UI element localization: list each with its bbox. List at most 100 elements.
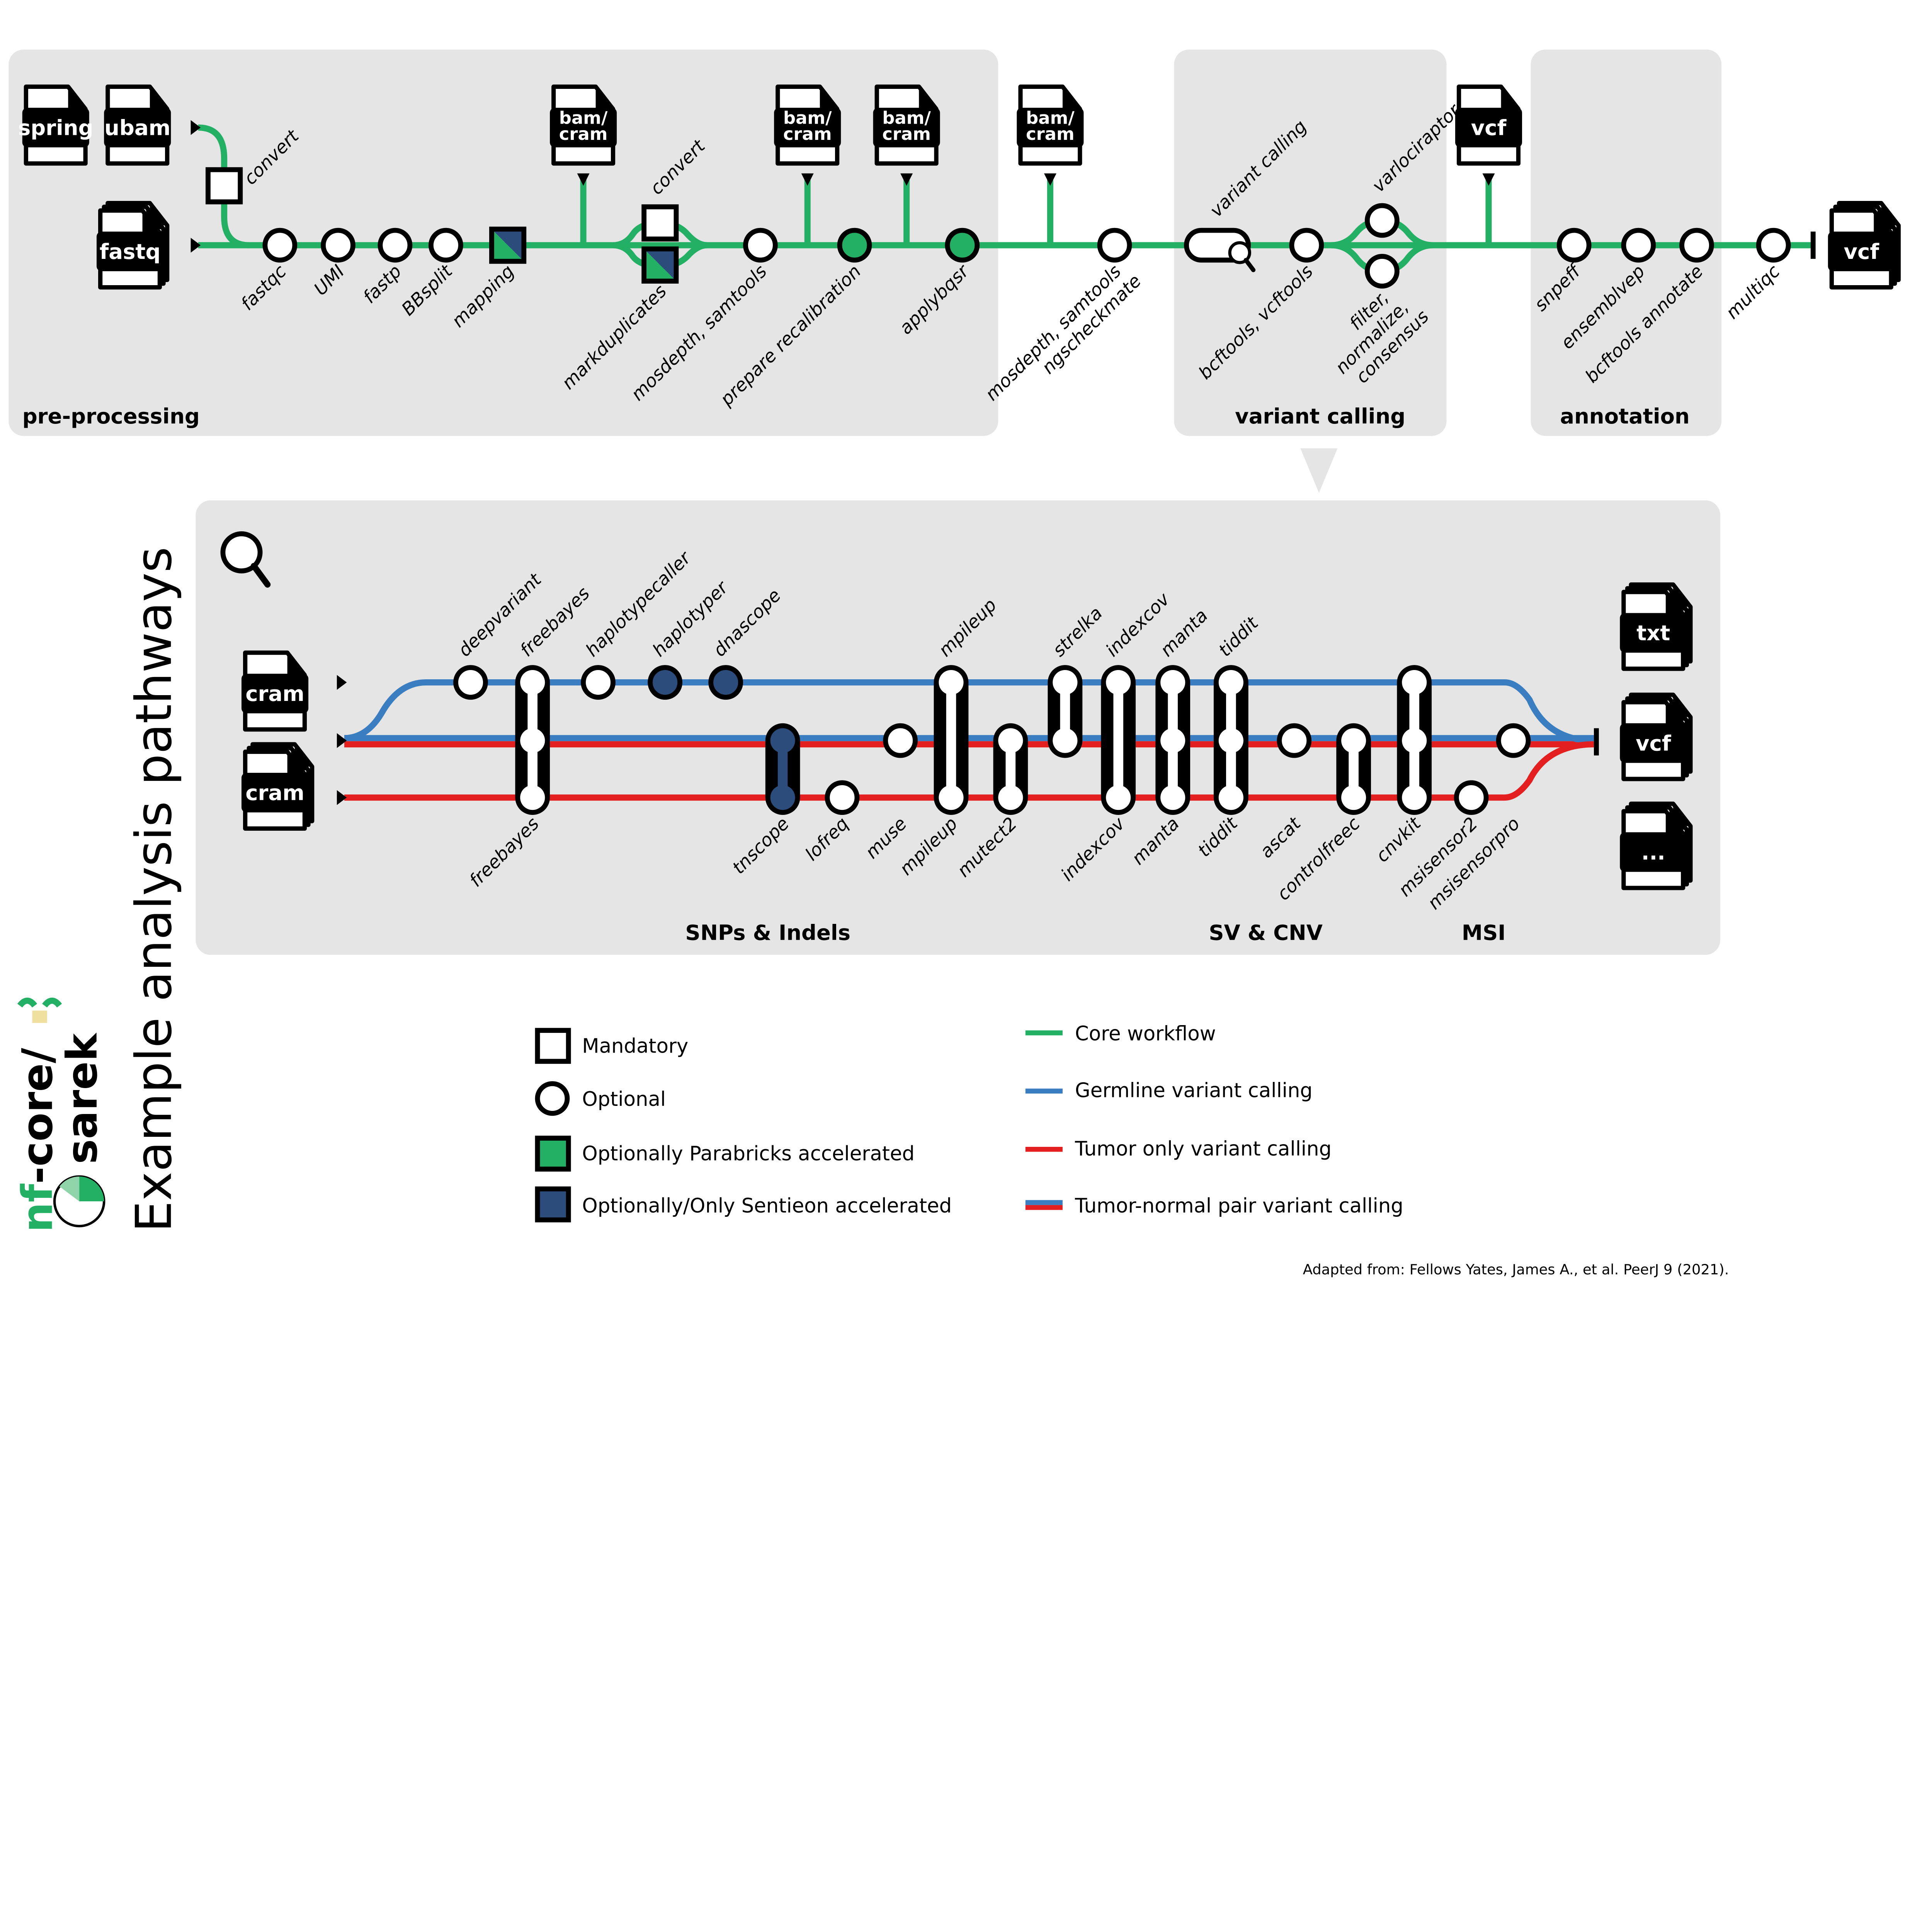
- step-variant-calling: [1184, 228, 1256, 272]
- file-label-band: [1828, 231, 1895, 271]
- sarek-subway-map: pre-processing variant calling annotatio…: [9, 49, 1901, 1278]
- file-label-line: cram: [1026, 124, 1075, 144]
- step-label-line: multiqc: [1722, 261, 1784, 323]
- tool-station: [825, 780, 860, 815]
- station-stop: [1341, 785, 1366, 810]
- station-stop: [939, 785, 964, 810]
- multi-lane-station: [1155, 665, 1190, 815]
- section-snps-indels: SNPs & Indels: [685, 920, 850, 945]
- output-file-icon: vcf: [1455, 84, 1522, 166]
- line-start-marker: [1482, 173, 1495, 186]
- station-stop: [1218, 670, 1243, 695]
- file-label: spring: [18, 115, 94, 140]
- node-border: [641, 246, 679, 284]
- file-label-band: [1455, 107, 1522, 148]
- station-stop: [1402, 728, 1427, 753]
- file-label-band: [97, 231, 164, 271]
- tool-station: [1496, 723, 1531, 758]
- file-label-line: vcf: [1844, 239, 1880, 264]
- file-label-band: [22, 107, 89, 148]
- citation: Adapted from: Fellows Yates, James A., e…: [1303, 1261, 1729, 1278]
- line-start-marker: [577, 173, 590, 186]
- station-stop: [1053, 670, 1078, 695]
- final-vcf-file-icon: vcf: [1828, 201, 1901, 290]
- vcf-output-file-icon: vcf: [1620, 692, 1693, 781]
- step-ensemblvep: [1621, 228, 1656, 263]
- file-label: bam/cram: [783, 108, 832, 145]
- file-fold-icon: [1665, 592, 1683, 614]
- legend-mandatory: Mandatory: [582, 1034, 688, 1058]
- step-applybqsr: [945, 228, 980, 263]
- station-stop: [1218, 728, 1243, 753]
- output-file-icon: bam/cram: [873, 84, 940, 166]
- legend-parabricks: Optionally Parabricks accelerated: [582, 1142, 915, 1165]
- fastq-file-icon: fastq: [97, 201, 170, 290]
- legend-sentieon: Optionally/Only Sentieon accelerated: [582, 1194, 952, 1218]
- magnifier-icon: [1228, 241, 1251, 264]
- step-varlociraptor: [1365, 203, 1400, 238]
- file-fold-icon: [595, 87, 613, 109]
- tool-station: [648, 665, 683, 700]
- file-label-line: vcf: [1636, 731, 1672, 755]
- station-stop: [1160, 728, 1185, 753]
- station-stop: [939, 670, 964, 695]
- legend-sentieon-icon: [535, 1186, 571, 1223]
- station-stop: [770, 728, 795, 753]
- file-label-line: txt: [1636, 621, 1670, 645]
- line-end-marker: [1810, 231, 1816, 259]
- legend-optional-icon: [535, 1081, 570, 1116]
- step-bcftools-annotate: [1679, 228, 1714, 263]
- step-mosdepth-samtools-ngscheckmate: [1097, 228, 1132, 263]
- step-umi: [321, 228, 355, 263]
- station-stop: [1106, 785, 1131, 810]
- file-label-line: cram: [882, 124, 931, 144]
- step-markduplicates: [641, 246, 679, 284]
- tool-station: [1277, 723, 1312, 758]
- line-start-marker: [190, 120, 201, 135]
- station-stop: [520, 670, 545, 695]
- file-label-line: cram: [245, 781, 304, 805]
- file-fold-icon: [150, 87, 167, 109]
- magnifier-handle-icon: [251, 563, 271, 588]
- file-label: cram: [245, 781, 304, 805]
- step-mosdepth-samtools: [743, 228, 778, 263]
- file-label-band: [1620, 832, 1687, 872]
- legend-tumor-only: Tumor only variant calling: [1075, 1137, 1332, 1160]
- file-label-line: cram: [559, 124, 608, 144]
- magnifier-icon: [220, 531, 263, 573]
- line-start-marker: [900, 173, 913, 186]
- file-label: ubam: [104, 115, 170, 140]
- file-label-band: [873, 107, 940, 148]
- file-label-line: vcf: [1471, 115, 1507, 140]
- txt-output-file-icon: txt: [1620, 582, 1693, 671]
- ubam-file-icon: ubam: [104, 84, 171, 166]
- station-stop: [1053, 728, 1078, 753]
- file-label: bam/cram: [882, 108, 931, 145]
- section-annotation: annotation: [1560, 404, 1689, 429]
- legend-core: Core workflow: [1075, 1022, 1216, 1045]
- file-label-band: [550, 107, 617, 148]
- nf-core-sarek-logo: nf-core/ sarek: [13, 997, 107, 1232]
- station-stop: [1160, 785, 1185, 810]
- station-stop: [520, 785, 545, 810]
- section-sv-cnv: SV & CNV: [1209, 920, 1323, 945]
- label-mosdepth-samtools-ngscheckmate: mosdepth, samtoolsngscheckmate: [981, 255, 1145, 420]
- output-file-icon: bam/cram: [1017, 84, 1084, 166]
- tumor-only-line: [344, 741, 1592, 801]
- step-fastp: [378, 228, 413, 263]
- file-label: txt: [1636, 621, 1670, 645]
- file-label: vcf: [1844, 239, 1880, 264]
- tool-station: [883, 723, 918, 758]
- tool-station: [453, 665, 488, 700]
- file-label-line: ubam: [104, 115, 170, 140]
- file-label-line: cram: [783, 124, 832, 144]
- file-label-band: [1620, 613, 1687, 653]
- pathways-title: Example analysis pathways: [125, 547, 183, 1232]
- station-connector-inner: [946, 682, 956, 798]
- file-label: vcf: [1471, 115, 1507, 140]
- multi-lane-station: [1101, 665, 1136, 815]
- file-label-band: [242, 673, 309, 714]
- multi-lane-station: [934, 665, 969, 815]
- step-label: mosdepth, samtoolsngscheckmate: [981, 255, 1145, 420]
- multi-lane-station: [765, 723, 800, 815]
